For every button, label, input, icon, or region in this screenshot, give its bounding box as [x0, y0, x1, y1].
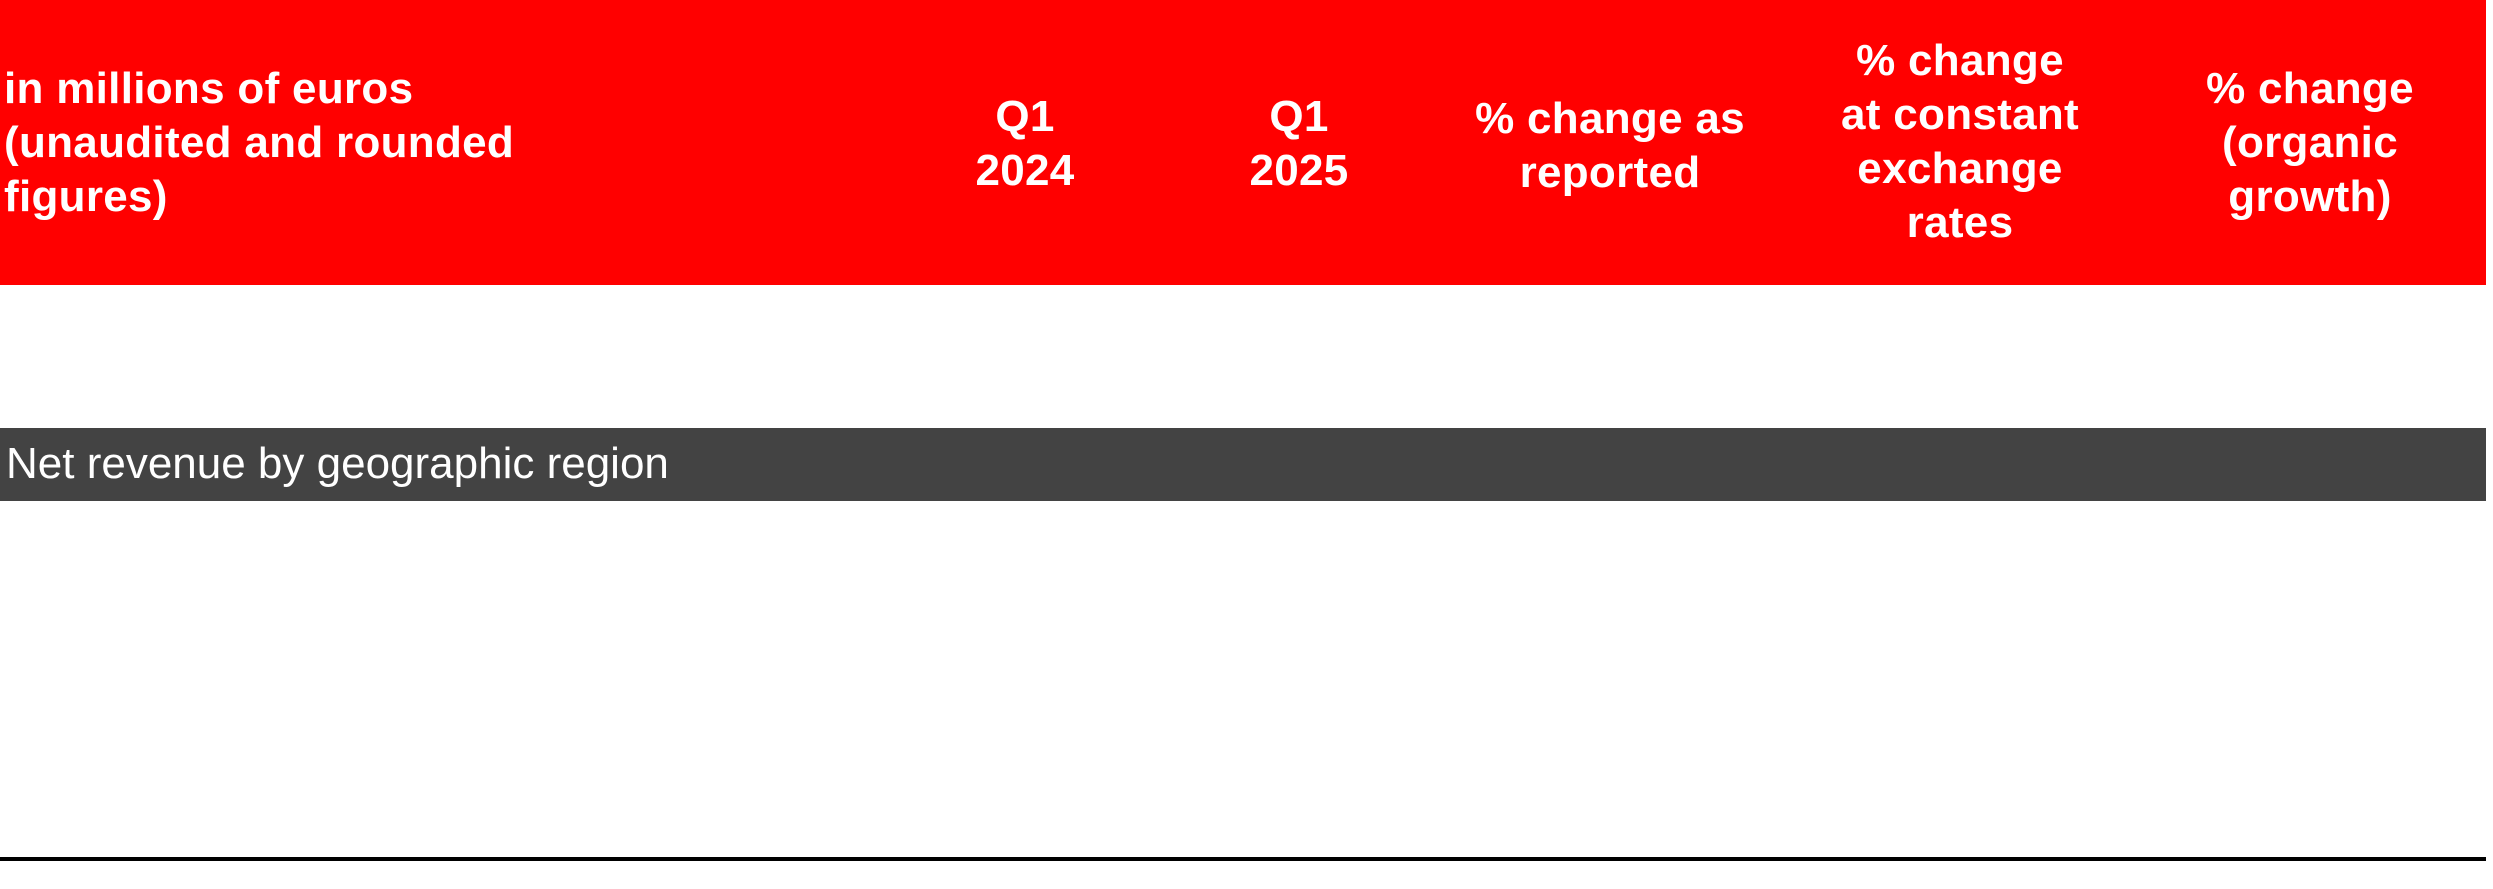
header-units-line-2: (unaudited and rounded — [4, 118, 515, 167]
header-units-line-3: figures) — [4, 172, 168, 221]
header-q1-2024-line-1: Q1 — [995, 92, 1055, 141]
header-change-constant-line-3: exchange — [1857, 144, 2063, 193]
header-cell-units: in millions of euros (unaudited and roun… — [4, 62, 514, 224]
header-cell-q1-2025: Q1 2025 — [1174, 90, 1424, 198]
header-cell-change-constant-fx: % change at constant exchange rates — [1800, 34, 2120, 250]
header-change-reported-line-2: reported — [1519, 148, 1701, 197]
header-change-constant-line-4: rates — [1906, 198, 2014, 247]
section-title: Net revenue by geographic region — [6, 439, 669, 488]
header-cell-change-organic: % change (organic growth) — [2140, 62, 2480, 224]
header-change-organic-line-1: % change — [2206, 64, 2414, 113]
header-change-constant-line-1: % change — [1856, 36, 2064, 85]
header-cell-q1-2024: Q1 2024 — [900, 90, 1150, 198]
header-q1-2024-line-2: 2024 — [975, 146, 1075, 195]
header-change-organic-line-2: (organic — [2222, 118, 2398, 167]
table-bottom-rule — [0, 857, 2486, 861]
header-cell-change-reported: % change as reported — [1440, 92, 1780, 200]
header-change-organic-line-3: growth) — [2228, 172, 2392, 221]
header-change-reported-line-1: % change as — [1475, 94, 1745, 143]
header-q1-2025-line-2: 2025 — [1249, 146, 1349, 195]
table-header-row: in millions of euros (unaudited and roun… — [0, 0, 2486, 285]
section-header-row: Net revenue by geographic region — [0, 428, 2486, 501]
header-change-constant-line-2: at constant — [1841, 90, 2079, 139]
header-q1-2025-line-1: Q1 — [1269, 92, 1329, 141]
header-units-line-1: in millions of euros — [4, 64, 414, 113]
